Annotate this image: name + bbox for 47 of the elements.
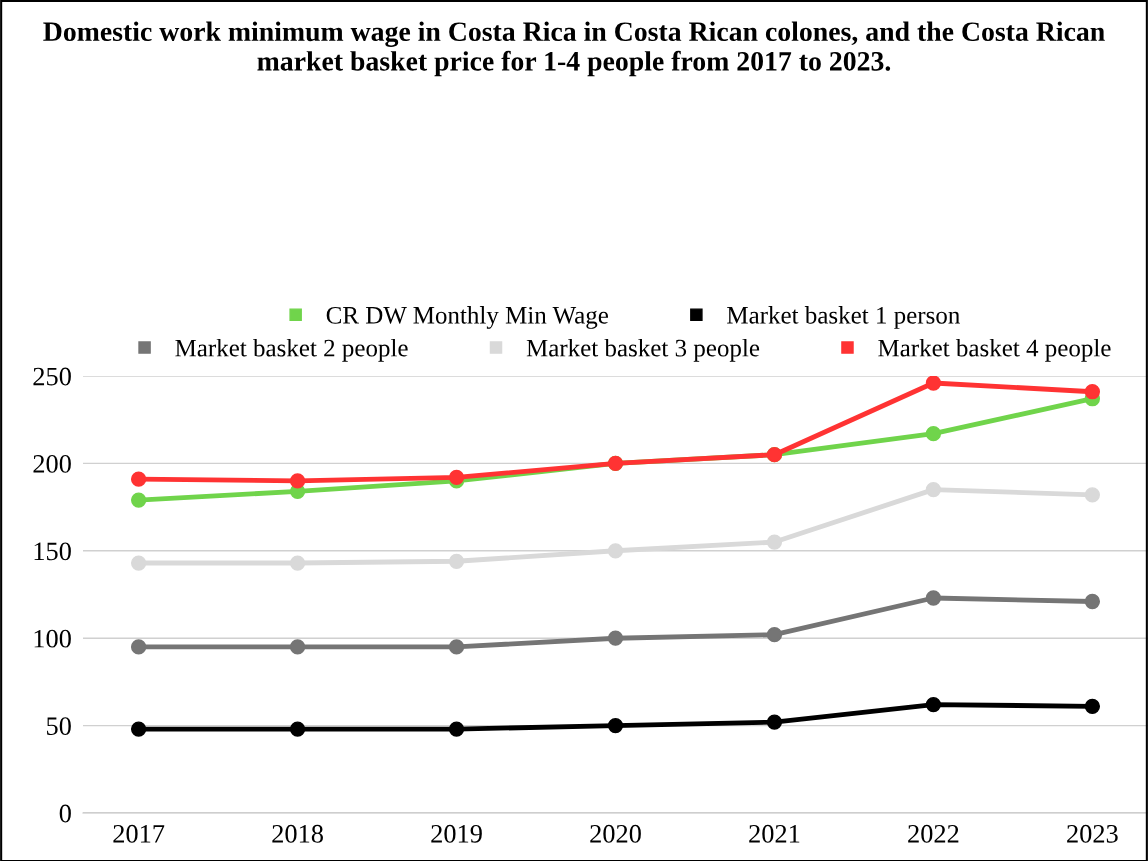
point bbox=[607, 630, 624, 646]
point bbox=[766, 714, 783, 730]
point bbox=[289, 721, 306, 737]
point bbox=[1084, 698, 1101, 715]
legend-label: Market basket 4 people bbox=[878, 338, 1111, 362]
point bbox=[130, 721, 147, 737]
x-tick-label: 2020 bbox=[590, 824, 641, 843]
y-tick-label: 0 bbox=[59, 804, 71, 823]
point bbox=[925, 481, 942, 498]
point bbox=[130, 471, 147, 487]
point bbox=[448, 553, 465, 569]
point bbox=[130, 555, 147, 571]
chart-title: Domestic work minimum wage in Costa Rica in Costa Rican colones, and the Costa Rican market basket price for 1-4 people from 2017 to 2023. bbox=[43, 21, 1105, 77]
y-tick-label: 50 bbox=[47, 717, 71, 736]
legend-label: CR DW Monthly Min Wage bbox=[326, 306, 608, 329]
point bbox=[448, 639, 465, 655]
legend-label: Market basket 3 people bbox=[526, 338, 760, 362]
point bbox=[607, 543, 624, 559]
legend-label: Market basket 2 people bbox=[175, 338, 408, 362]
x-tick-label: 2021 bbox=[749, 824, 800, 843]
y-tick-label: 150 bbox=[34, 542, 71, 561]
x-tick-label: 2018 bbox=[272, 824, 323, 843]
point bbox=[289, 555, 306, 571]
x-tick-label: 2023 bbox=[1067, 824, 1118, 843]
y-tick-label: 100 bbox=[34, 629, 71, 648]
point bbox=[766, 534, 783, 550]
x-tick-label: 2017 bbox=[113, 824, 165, 843]
point bbox=[130, 492, 147, 508]
point bbox=[925, 696, 942, 713]
y-tick-label: 200 bbox=[33, 455, 71, 473]
point bbox=[925, 590, 942, 606]
point bbox=[1084, 487, 1101, 503]
point bbox=[925, 376, 942, 391]
point bbox=[130, 639, 147, 655]
point bbox=[448, 721, 465, 737]
point bbox=[925, 426, 942, 442]
point bbox=[289, 473, 306, 489]
point bbox=[607, 717, 624, 734]
x-tick-label: 2019 bbox=[431, 824, 482, 843]
x-tick-label: 2022 bbox=[908, 824, 959, 843]
point bbox=[1084, 593, 1101, 610]
point bbox=[289, 639, 306, 655]
point bbox=[766, 627, 783, 643]
legend-label: Market basket 1 person bbox=[727, 306, 960, 329]
y-tick-label: 250 bbox=[33, 367, 71, 386]
point bbox=[448, 469, 465, 486]
point bbox=[1084, 384, 1101, 400]
